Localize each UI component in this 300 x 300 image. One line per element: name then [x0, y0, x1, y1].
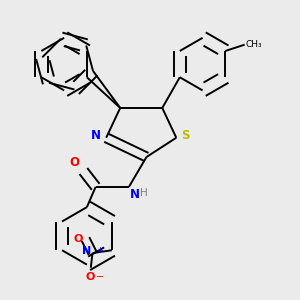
- Text: H: H: [140, 188, 148, 197]
- Text: CH₃: CH₃: [246, 40, 262, 49]
- Text: N: N: [82, 246, 91, 256]
- Text: N: N: [130, 188, 140, 200]
- Text: O: O: [69, 156, 79, 169]
- Text: S: S: [182, 130, 190, 142]
- Text: −: −: [96, 272, 104, 282]
- Text: +: +: [96, 246, 103, 255]
- Text: O: O: [85, 272, 95, 282]
- Text: N: N: [91, 130, 101, 142]
- Text: O: O: [73, 234, 83, 244]
